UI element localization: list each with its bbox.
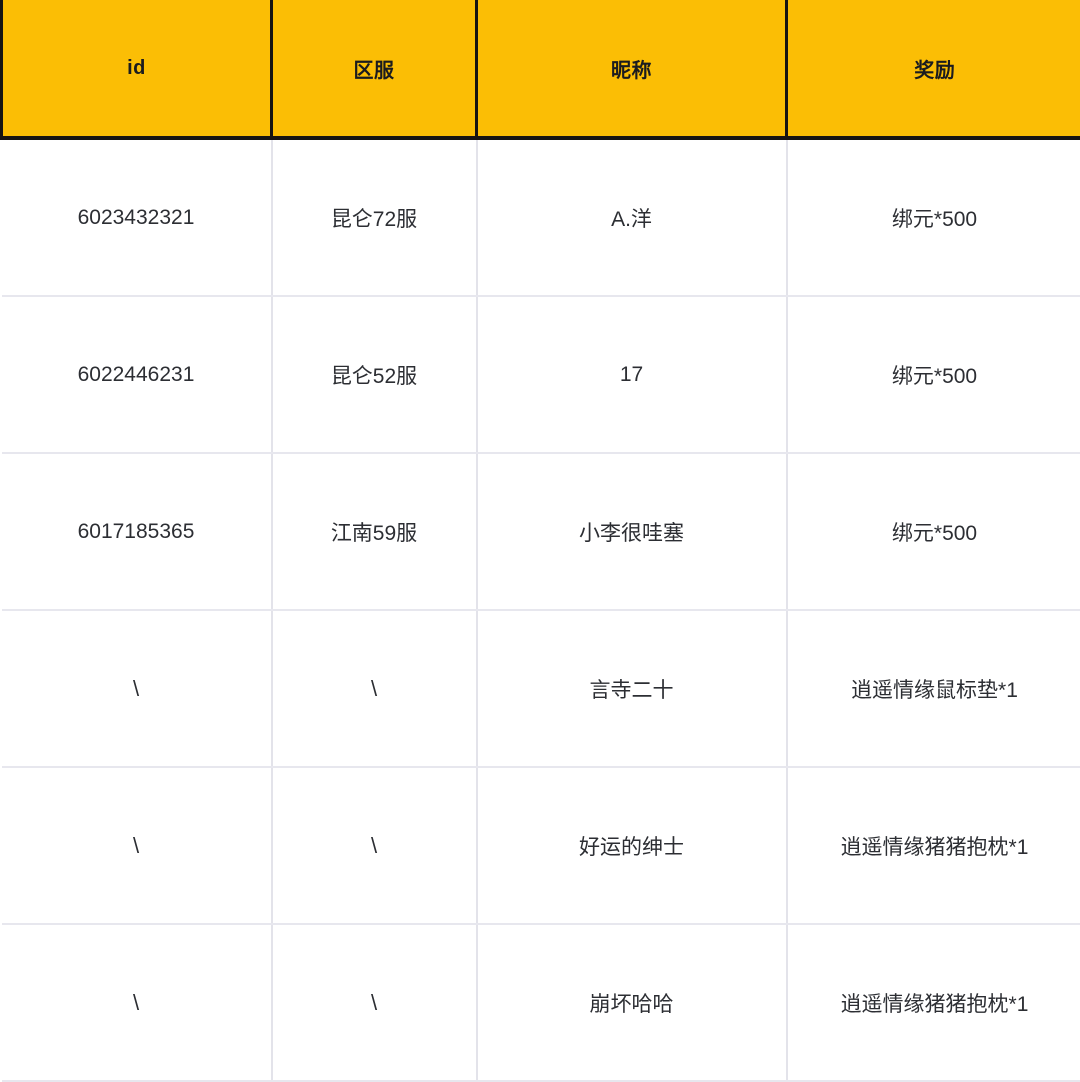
cell-reward: 逍遥情缘鼠标垫*1: [787, 610, 1080, 767]
cell-nick: A.洋: [477, 138, 787, 296]
table-row: \\崩坏哈哈逍遥情缘猪猪抱枕*1: [2, 924, 1080, 1081]
cell-id: \: [2, 610, 272, 767]
table-header-row: id 区服 昵称 奖励: [2, 0, 1080, 138]
cell-server: 昆仑52服: [272, 296, 477, 453]
cell-id: \: [2, 767, 272, 924]
cell-nick: 崩坏哈哈: [477, 924, 787, 1081]
cell-server: 昆仑72服: [272, 138, 477, 296]
cell-reward: 绑元*500: [787, 296, 1080, 453]
cell-id: \: [2, 924, 272, 1081]
cell-server: \: [272, 767, 477, 924]
column-header-reward: 奖励: [787, 0, 1080, 138]
cell-server: 江南59服: [272, 453, 477, 610]
cell-nick: 小李很哇塞: [477, 453, 787, 610]
cell-reward: 绑元*500: [787, 138, 1080, 296]
table-header: id 区服 昵称 奖励: [2, 0, 1080, 138]
cell-id: 6017185365: [2, 453, 272, 610]
cell-server: \: [272, 610, 477, 767]
cell-reward: 逍遥情缘猪猪抱枕*1: [787, 924, 1080, 1081]
cell-reward: 绑元*500: [787, 453, 1080, 610]
cell-reward: 逍遥情缘猪猪抱枕*1: [787, 767, 1080, 924]
column-header-server: 区服: [272, 0, 477, 138]
column-header-id: id: [2, 0, 272, 138]
cell-id: 6022446231: [2, 296, 272, 453]
table-row: \\好运的绅士逍遥情缘猪猪抱枕*1: [2, 767, 1080, 924]
table-row: \\言寺二十逍遥情缘鼠标垫*1: [2, 610, 1080, 767]
cell-id: 6023432321: [2, 138, 272, 296]
column-header-nick: 昵称: [477, 0, 787, 138]
cell-nick: 17: [477, 296, 787, 453]
cell-nick: 好运的绅士: [477, 767, 787, 924]
cell-nick: 言寺二十: [477, 610, 787, 767]
cell-server: \: [272, 924, 477, 1081]
